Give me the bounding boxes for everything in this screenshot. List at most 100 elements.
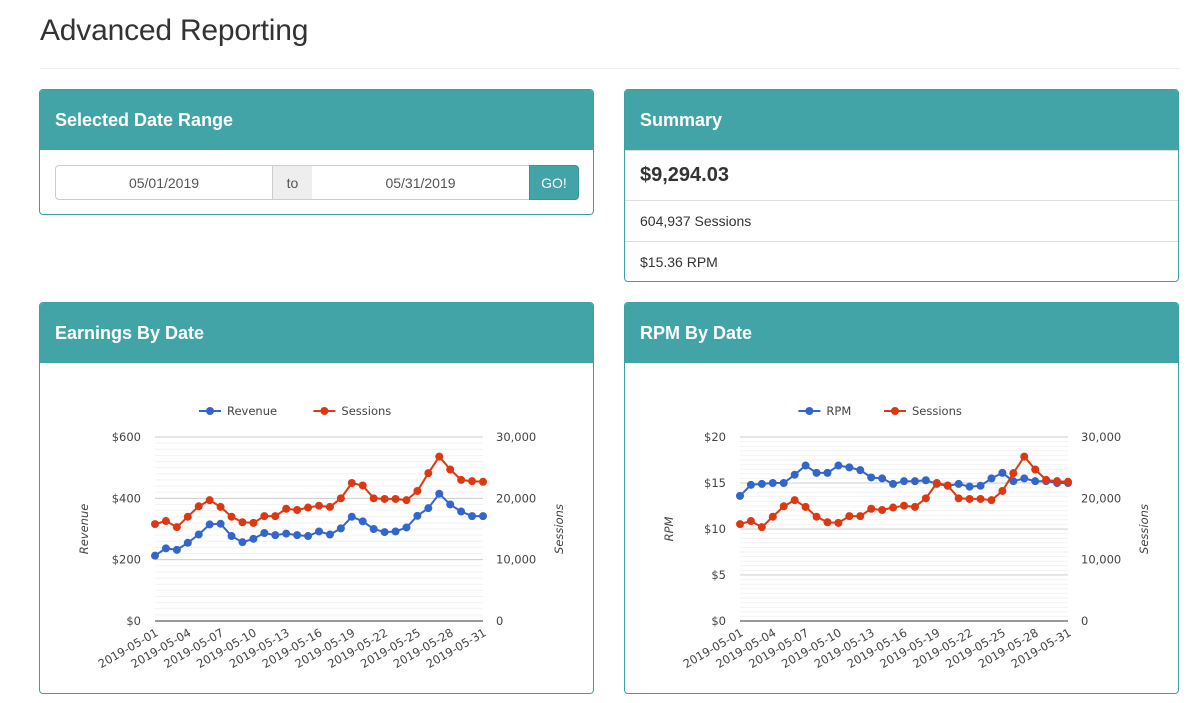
data-point-sessions (468, 477, 477, 486)
data-point-sessions (205, 496, 214, 505)
y-left-axis-title: RPM (662, 517, 676, 542)
legend-marker (805, 407, 814, 415)
y-left-tick-label: $600 (112, 430, 141, 444)
data-point-sessions (998, 486, 1007, 495)
y-right-tick-label: 10,000 (1081, 553, 1121, 567)
data-point-revenue (183, 538, 192, 547)
legend-marker (206, 407, 214, 415)
data-point-sessions (845, 512, 854, 521)
title-divider (40, 68, 1180, 69)
data-point-sessions (457, 475, 466, 484)
y-left-tick-label: $20 (704, 430, 726, 444)
data-point-revenue (325, 530, 334, 539)
data-point-rpm (746, 480, 755, 489)
data-point-revenue (479, 512, 487, 521)
go-button[interactable]: GO! (529, 165, 579, 200)
y-right-axis-title: Sessions (552, 504, 566, 554)
data-point-rpm (790, 470, 799, 479)
data-point-revenue (293, 531, 302, 540)
data-point-rpm (867, 473, 876, 482)
data-point-revenue (402, 523, 411, 532)
y-right-tick-label: 30,000 (1081, 430, 1121, 444)
y-right-tick-label: 0 (496, 614, 503, 628)
data-point-rpm (736, 491, 744, 500)
data-point-revenue (468, 512, 477, 521)
data-point-sessions (227, 512, 236, 521)
y-left-tick-label: $15 (704, 476, 726, 490)
data-point-rpm (1020, 474, 1029, 483)
legend-label-revenue: Revenue (227, 404, 277, 418)
data-point-sessions (249, 518, 258, 527)
y-left-tick-label: $5 (711, 568, 726, 582)
data-point-sessions (424, 469, 433, 478)
summary-total-earnings: $9,294.03 (625, 150, 1178, 200)
data-point-sessions (878, 505, 887, 514)
data-point-sessions (965, 494, 974, 503)
data-point-sessions (435, 452, 444, 461)
data-point-sessions (358, 481, 367, 490)
y-left-axis-title: Revenue (77, 504, 91, 555)
data-point-revenue (413, 511, 422, 520)
data-point-sessions (1020, 452, 1029, 461)
data-point-sessions (369, 494, 378, 503)
rpm-chart: $0 $5 $10 $15 $20 0 10,000 20,000 30,000 RPM Sessi… (662, 404, 1151, 671)
data-point-revenue (315, 527, 323, 536)
earnings-chart: $0 $200 $400 $600 0 10,000 20,000 30,000 Revenue… (77, 404, 566, 671)
data-point-sessions (779, 502, 788, 511)
data-point-revenue (304, 532, 313, 541)
end-date-input[interactable] (312, 165, 529, 200)
data-point-revenue (391, 527, 400, 536)
y-right-tick-label: 0 (1081, 614, 1088, 628)
y-right-tick-label: 20,000 (496, 491, 536, 505)
data-point-revenue (424, 504, 433, 513)
date-range-form: to GO! (55, 165, 579, 200)
data-point-rpm (910, 477, 919, 486)
data-point-sessions (921, 494, 930, 503)
legend-label-rpm: RPM (826, 404, 851, 418)
data-point-rpm (954, 479, 963, 488)
start-date-input[interactable] (55, 165, 273, 200)
data-point-rpm (965, 482, 974, 491)
y-left-tick-label: $10 (704, 522, 726, 536)
data-point-rpm (812, 468, 821, 477)
date-separator: to (273, 165, 312, 200)
data-point-revenue (336, 524, 345, 533)
data-point-sessions (151, 520, 159, 529)
data-point-sessions (900, 501, 908, 510)
data-point-sessions (260, 512, 269, 521)
data-point-sessions (315, 501, 323, 510)
data-point-sessions (238, 518, 247, 527)
data-point-revenue (347, 512, 356, 521)
data-point-revenue (457, 507, 466, 516)
summary-sessions: 604,937 Sessions (625, 200, 1178, 241)
data-point-revenue (216, 519, 225, 528)
date-range-heading: Selected Date Range (40, 90, 593, 150)
data-point-rpm (921, 476, 930, 485)
data-point-sessions (1031, 465, 1040, 474)
earnings-heading: Earnings By Date (40, 303, 593, 363)
data-point-sessions (1064, 477, 1072, 486)
data-point-sessions (304, 503, 313, 512)
data-point-revenue (238, 538, 247, 547)
data-point-sessions (1009, 469, 1018, 478)
data-point-sessions (954, 494, 963, 503)
y-left-tick-label: $0 (126, 614, 141, 628)
data-point-sessions (834, 518, 843, 527)
data-point-sessions (402, 496, 411, 505)
data-point-sessions (161, 517, 170, 526)
data-point-rpm (1009, 477, 1018, 486)
data-point-sessions (380, 494, 389, 503)
data-point-sessions (987, 496, 996, 505)
data-point-sessions (943, 481, 952, 490)
legend-marker (320, 407, 329, 415)
summary-panel: Summary $9,294.03 604,937 Sessions $15.3… (624, 89, 1179, 282)
data-point-sessions (194, 502, 203, 511)
data-point-sessions (336, 494, 345, 503)
data-point-revenue (249, 534, 258, 543)
data-point-sessions (790, 496, 799, 505)
y-left-tick-label: $200 (112, 553, 141, 567)
data-point-sessions (282, 504, 291, 513)
data-point-sessions (757, 523, 766, 532)
data-point-rpm (834, 461, 843, 470)
data-point-revenue (260, 528, 269, 537)
